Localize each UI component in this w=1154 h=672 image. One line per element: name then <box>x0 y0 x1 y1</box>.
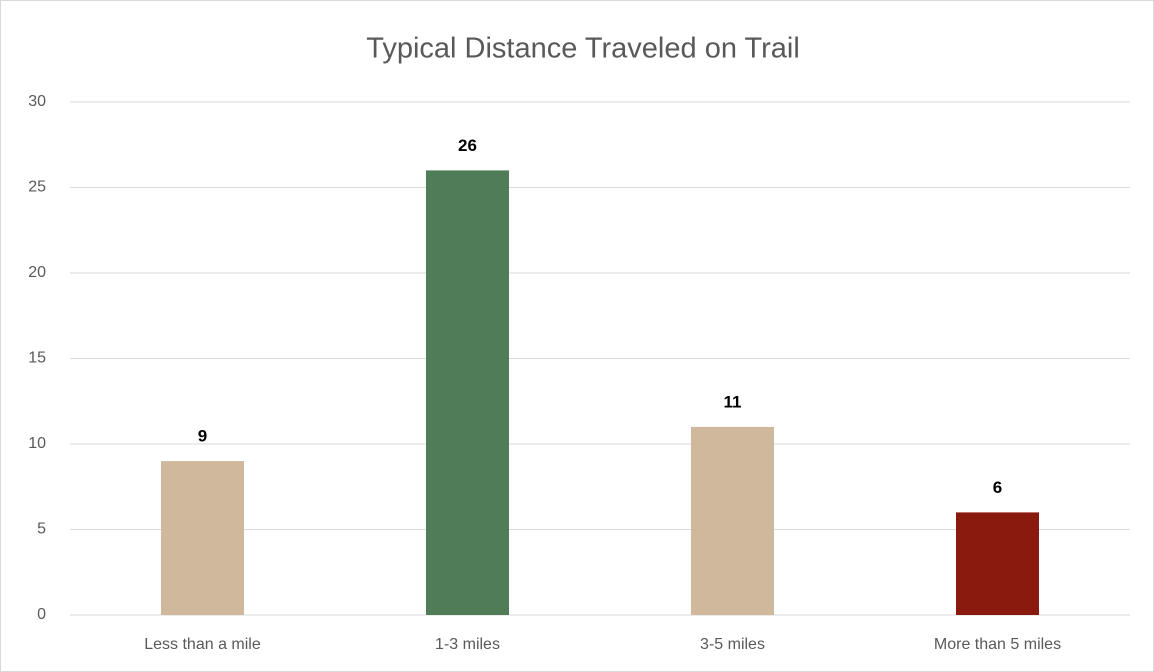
x-tick-label: 1-3 miles <box>435 636 500 653</box>
y-tick-label: 15 <box>28 350 46 367</box>
data-label: 11 <box>724 392 742 411</box>
y-tick-label: 30 <box>28 93 46 110</box>
data-label: 26 <box>458 136 477 155</box>
x-tick-label: 3-5 miles <box>700 636 765 653</box>
x-tick-label: Less than a mile <box>144 636 261 653</box>
bar <box>161 461 244 615</box>
data-label: 9 <box>198 427 207 446</box>
x-tick-label: More than 5 miles <box>934 636 1061 653</box>
y-tick-label: 0 <box>37 606 46 623</box>
chart-title: Typical Distance Traveled on Trail <box>366 33 800 65</box>
y-tick-label: 5 <box>37 521 46 538</box>
y-tick-label: 25 <box>28 179 46 196</box>
bar <box>956 512 1039 615</box>
y-tick-label: 10 <box>28 435 46 452</box>
bar <box>691 426 774 615</box>
y-tick-label: 20 <box>28 264 46 281</box>
data-label: 6 <box>993 478 1002 497</box>
bar <box>426 170 509 615</box>
